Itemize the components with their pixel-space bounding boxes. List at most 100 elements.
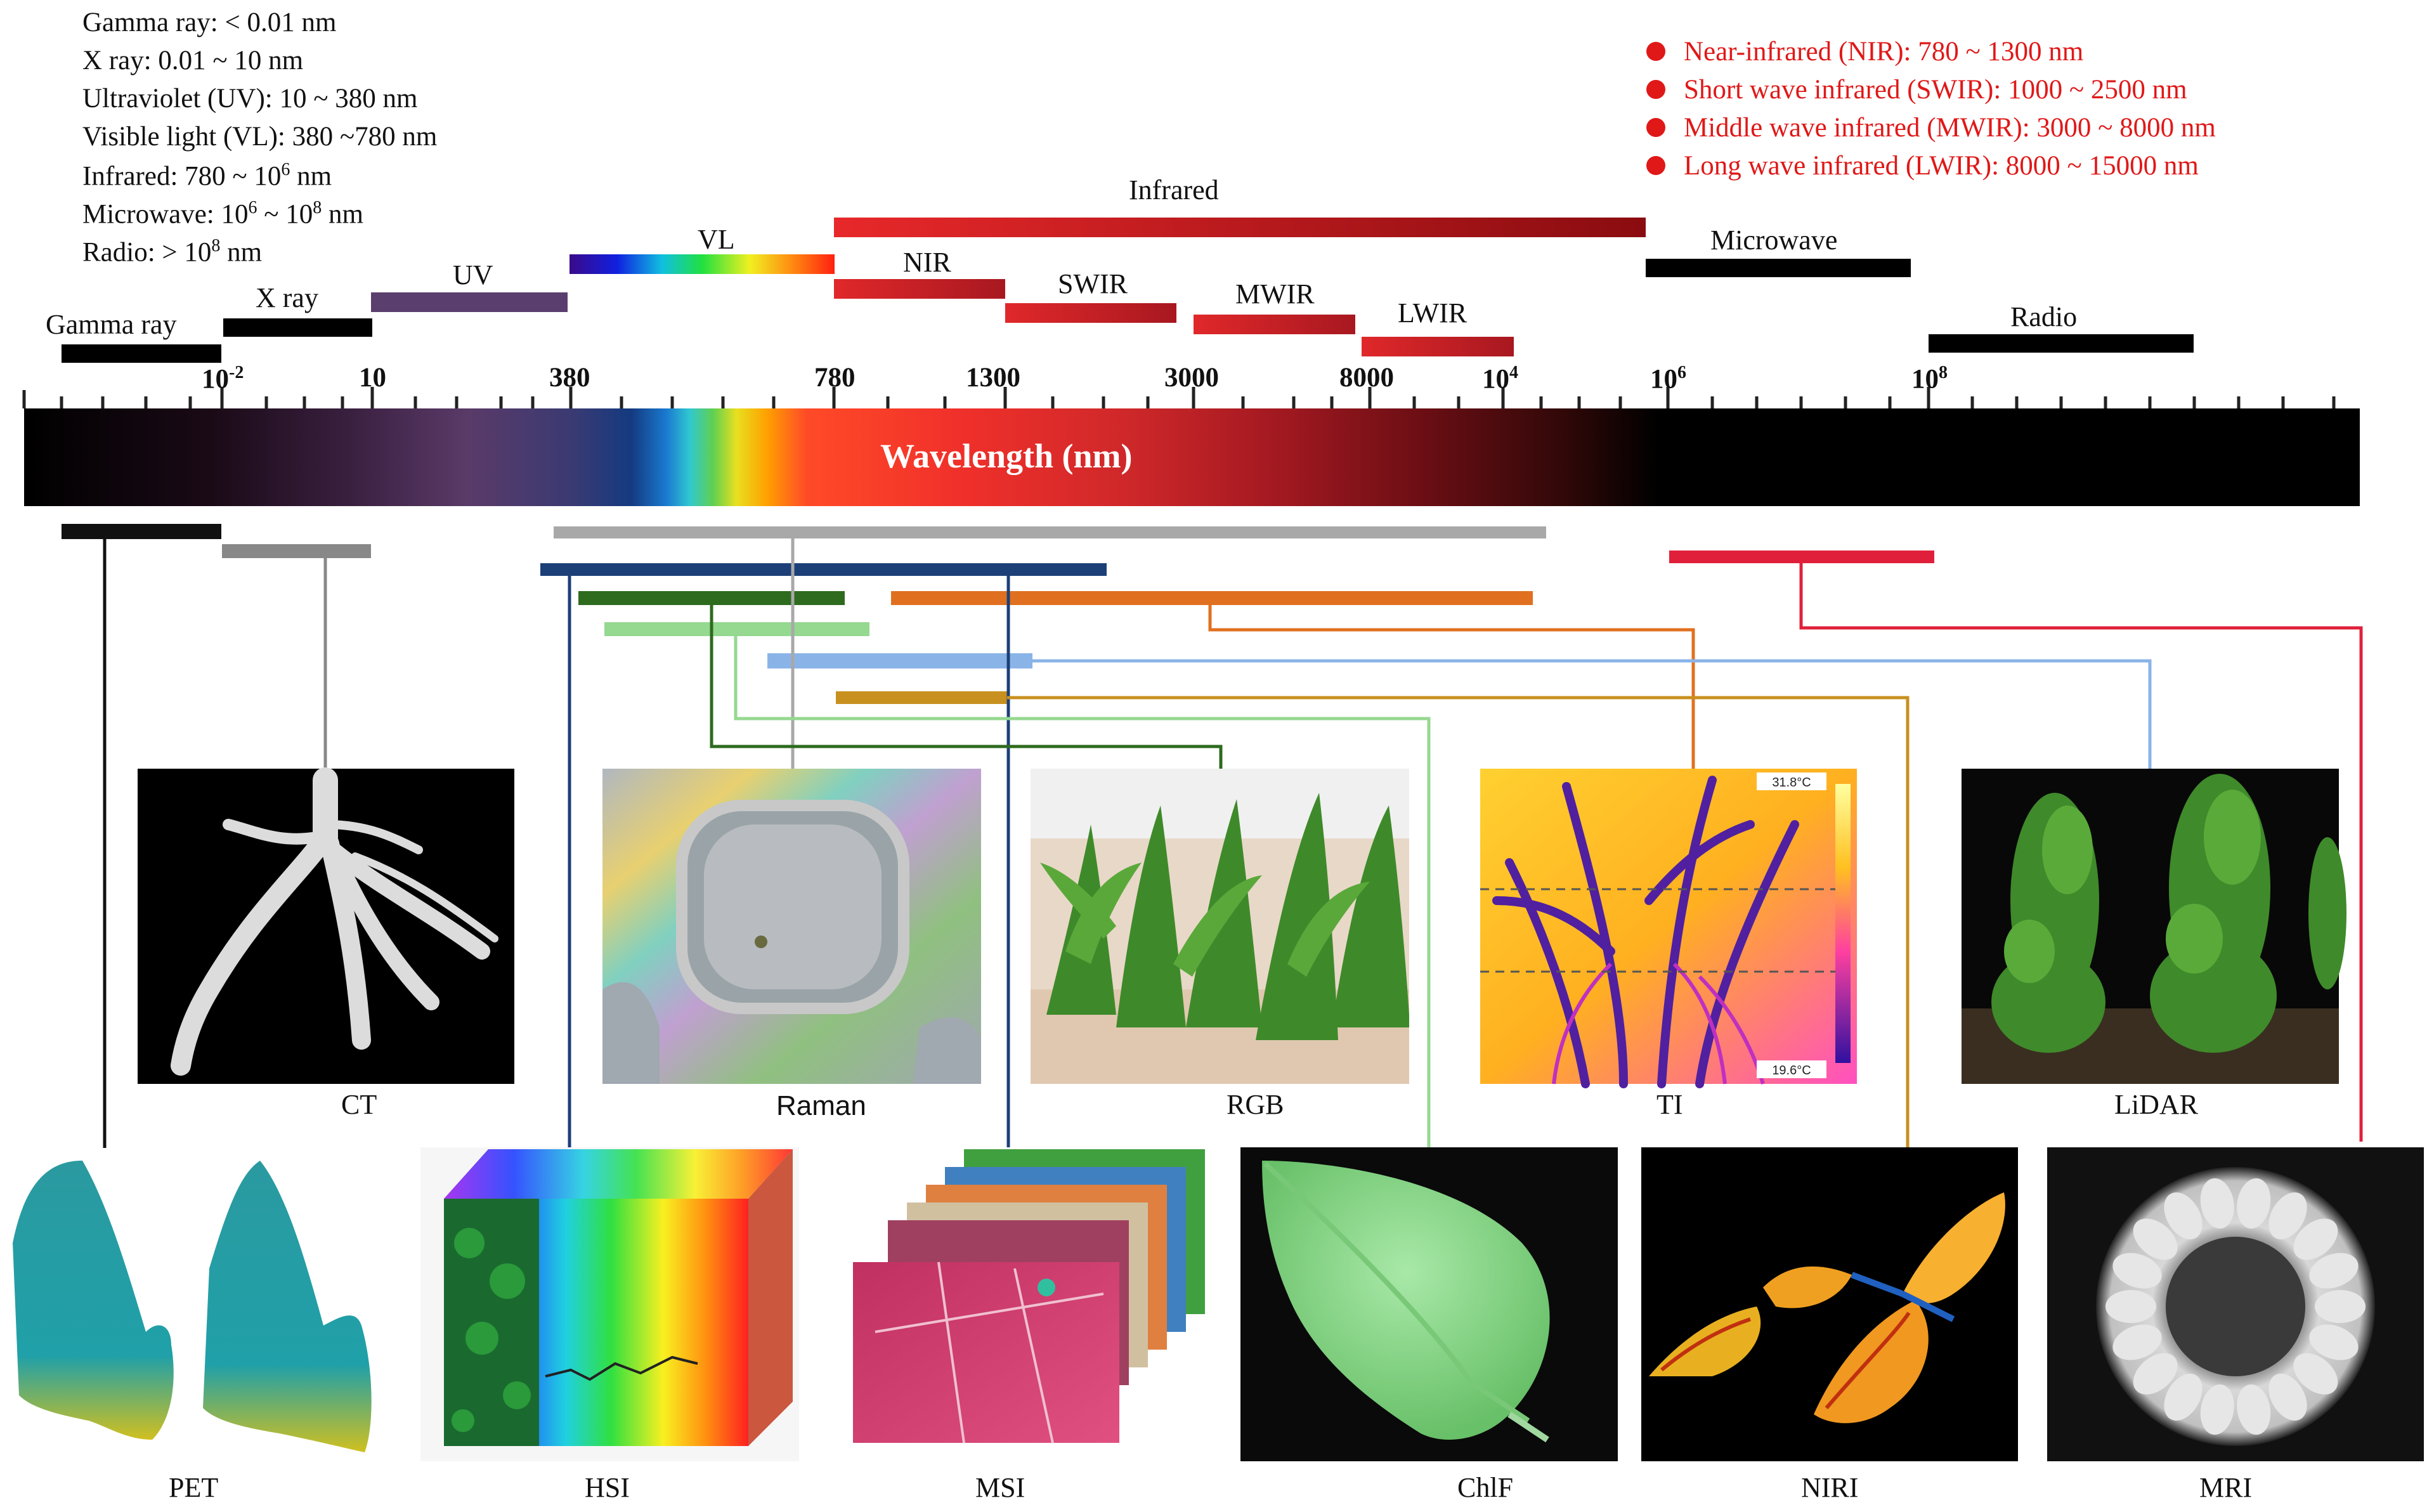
gamma-band: [62, 344, 221, 363]
legend-radio: Radio: > 108 nm: [82, 237, 262, 266]
tick-label-1e-2: 10-2: [202, 364, 244, 393]
caption-niri: NIRI: [1801, 1472, 1859, 1503]
ti-connector: [1208, 605, 1695, 769]
chif-image: [1240, 1147, 1618, 1461]
radio-label: Radio: [2010, 301, 2078, 332]
xray-label: X ray: [256, 282, 318, 313]
mri-kernel: [2293, 1218, 2338, 1260]
mri-kernel: [2105, 1290, 2156, 1323]
legend-xray: X ray: 0.01 ~ 10 nm: [82, 46, 304, 75]
caption-pet: PET: [169, 1472, 219, 1503]
mri-kernel: [2200, 1384, 2234, 1435]
legend-uv: Ultraviolet (UV): 10 ~ 380 nm: [82, 84, 418, 114]
mri-kernel: [2133, 1218, 2178, 1260]
xray-band: [223, 318, 372, 337]
nir-label: NIR: [903, 247, 951, 278]
legend-microwave-text: Microwave: 10: [82, 199, 249, 230]
legend-radio-exp: 8: [211, 236, 221, 256]
caption-mri: MRI: [2199, 1472, 2253, 1503]
ir-legend-dot-lwir: [1646, 156, 1665, 175]
legend-microwave-exp2: 8: [313, 198, 322, 218]
tick-1e6-exp: 6: [1677, 363, 1686, 382]
ir-legend-nir: Near-infrared (NIR): 780 ~ 1300 nm: [1684, 37, 2084, 67]
rgb-range-bar: [578, 591, 845, 605]
caption-msi: MSI: [975, 1472, 1025, 1503]
legend-radio-text: Radio: > 10: [82, 237, 212, 268]
pet-range-bar: [62, 524, 221, 539]
tick-1e-2-exp: -2: [229, 363, 244, 382]
axis-ticks: [22, 387, 2336, 408]
ir-legend-dot-swir: [1646, 80, 1665, 99]
mri-kernel: [2133, 1353, 2178, 1395]
tick-1e6-base: 10: [1650, 364, 1677, 394]
legend-radio-unit: nm: [220, 237, 263, 268]
tick-label-380: 380: [549, 363, 590, 393]
chif-connector: [734, 636, 1431, 1149]
ti-image: [1480, 769, 1857, 1088]
tick-label-1e8: 108: [1911, 364, 1948, 393]
nir-band: [834, 279, 1005, 299]
ir-legend-mwir: Middle wave infrared (MWIR): 3000 ~ 8000…: [1684, 113, 2216, 143]
swir-band: [1005, 303, 1176, 323]
infrared-band: [834, 218, 1646, 237]
pet-image: [13, 1161, 372, 1452]
microwave-band: [1646, 259, 1911, 277]
mri-kernel: [2293, 1353, 2338, 1395]
raman-range-bar: [554, 526, 1546, 538]
niri-image: [1641, 1147, 2018, 1461]
legend-infrared-unit: nm: [290, 161, 332, 192]
mri-kernel: [2200, 1178, 2234, 1229]
mri-kernel: [2164, 1192, 2203, 1240]
caption-lidar: LiDAR: [2114, 1089, 2198, 1120]
tick-1e4-exp: 4: [1509, 363, 1518, 382]
legend-infrared: Infrared: 780 ~ 106 nm: [82, 161, 332, 190]
ct-range-bar: [222, 544, 371, 558]
ct-image: [138, 767, 514, 1084]
ir-legend-lwir: Long wave infrared (LWIR): 8000 ~ 15000 …: [1684, 151, 2199, 181]
legend-microwave-exp1: 6: [248, 198, 257, 218]
ir-legend-dot-mwir: [1646, 118, 1665, 137]
msi-image: [840, 1147, 1219, 1461]
infrared-label: Infrared: [1129, 174, 1219, 205]
legend-infrared-exp: 6: [281, 160, 290, 179]
legend-infrared-text: Infrared: 780 ~ 10: [82, 161, 282, 192]
caption-rgb: RGB: [1227, 1089, 1284, 1120]
axis-title: Wavelength (nm): [880, 437, 1133, 475]
lidar-connector: [1032, 659, 2152, 769]
tick-label-1300: 1300: [966, 363, 1020, 393]
lwir-label: LWIR: [1398, 297, 1468, 329]
thermal-min-label: 19.6°C: [1772, 1064, 1811, 1078]
tick-1e4-base: 10: [1482, 364, 1509, 394]
mri-kernel: [2268, 1192, 2307, 1240]
spectrum-bar: [24, 408, 2360, 506]
niri-range-bar: [836, 691, 1007, 704]
ti-range-bar: [891, 591, 1533, 605]
gamma-label: Gamma ray: [46, 309, 177, 340]
swir-label: SWIR: [1058, 268, 1128, 299]
hsi-msi-range-bar: [540, 563, 1107, 576]
uv-label: UV: [453, 259, 493, 290]
mri-kernel: [2237, 1178, 2271, 1229]
mri-kernel: [2112, 1324, 2162, 1360]
legend-microwave-unit: nm: [322, 199, 363, 230]
chif-range-bar: [604, 622, 869, 636]
ir-legend-dot-nir: [1646, 42, 1665, 61]
caption-ti: TI: [1656, 1089, 1683, 1120]
caption-hsi: HSI: [585, 1472, 630, 1503]
tick-label-780: 780: [814, 363, 856, 393]
caption-chif: ChlF: [1457, 1472, 1514, 1503]
mwir-band: [1194, 315, 1355, 334]
mri-kernel: [2164, 1373, 2203, 1421]
niri-connector: [1007, 696, 1910, 1149]
raman-image: [602, 769, 981, 1084]
mri-kernel: [2268, 1373, 2307, 1421]
tick-label-10: 10: [359, 363, 386, 393]
rgb-image: [1031, 769, 1409, 1084]
thermal-max-label: 31.8°C: [1772, 776, 1811, 790]
mri-kernel: [2309, 1324, 2359, 1360]
tick-1e-2-base: 10: [202, 364, 229, 394]
lidar-image: [1962, 769, 2346, 1084]
mri-image: [2047, 1147, 2424, 1461]
